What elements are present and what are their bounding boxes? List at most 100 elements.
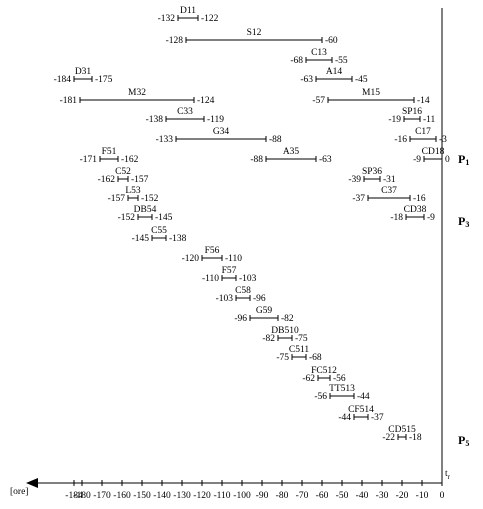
x-tick-label: -100 [233,491,251,501]
start-label: -39 [348,175,361,185]
phase-label-main: P [458,433,465,447]
x-tick-label: 0 [440,491,445,501]
task-name: CD38 [404,205,427,215]
corner-label: tr [445,469,451,480]
start-label: -63 [300,75,313,85]
x-tick-label: -120 [193,491,211,501]
phase-label-main: P [458,152,465,166]
task-name: C58 [235,286,251,296]
end-label: -45 [355,75,368,85]
start-label: -56 [314,392,327,402]
task-name: M15 [362,88,380,98]
start-label: -19 [388,115,401,125]
start-label: -9 [413,155,421,165]
task-name: D31 [75,67,92,77]
end-label: -16 [413,194,426,204]
end-label: -9 [427,213,435,223]
task-name: C17 [415,127,431,137]
x-tick-label: -170 [93,491,111,501]
task-name: F51 [102,147,117,157]
start-label: -103 [216,294,234,304]
end-label: -18 [409,433,422,443]
phase-label: P1 [458,152,469,167]
x-tick-label: -60 [316,491,329,501]
task-name: SP16 [402,107,422,117]
phase-label-sub: 1 [465,158,469,167]
end-label: 0 [445,155,450,165]
end-label: -119 [207,115,224,125]
end-label: -63 [319,155,332,165]
end-label: -11 [423,115,436,125]
start-label: -157 [108,194,126,204]
task-name: SP36 [362,167,382,177]
task-name: C13 [311,48,327,58]
task-name: M32 [128,88,146,98]
task-name: F57 [222,266,237,276]
task-name: C37 [381,186,397,196]
task-name: DB54 [134,205,157,215]
phase-label-main: P [458,214,465,228]
end-label: -68 [309,353,322,363]
x-tick-label: -130 [173,491,191,501]
end-label: -122 [201,14,219,24]
start-label: -37 [352,194,365,204]
phase-label-sub: 5 [465,439,469,448]
x-tick-label: -30 [376,491,389,501]
end-label: -37 [371,413,384,423]
start-label: -152 [118,213,136,223]
end-label: -175 [95,75,113,85]
start-label: -16 [394,135,407,145]
end-label: -96 [253,294,266,304]
start-label: -18 [390,213,403,223]
start-label: -62 [302,374,315,384]
task-name: S12 [247,28,262,38]
end-label: -152 [141,194,159,204]
end-label: -138 [169,234,187,244]
end-label: -56 [333,374,346,384]
task-name: CD515 [388,425,416,435]
task-name: G59 [256,306,273,316]
x-tick-label: -20 [396,491,409,501]
x-tick-label: -110 [213,491,230,501]
x-tick-label: -70 [296,491,309,501]
end-label: -82 [281,314,294,324]
end-label: -44 [357,392,370,402]
start-label: -133 [156,135,174,145]
start-label: -88 [250,155,263,165]
start-label: -68 [290,56,303,66]
start-label: -171 [80,155,98,165]
task-name: D11 [180,6,196,16]
start-label: -132 [158,14,176,24]
phase-label-sub: 3 [465,220,469,229]
x-tick-label: -180 [73,491,91,501]
start-label: -96 [234,314,247,324]
task-name: FC512 [311,366,337,376]
x-tick-label: -50 [336,491,349,501]
x-tick-label: -184 [65,491,83,501]
end-label: -145 [155,213,173,223]
phase-label: P5 [458,433,469,448]
task-name: L53 [125,186,141,196]
task-name: TT513 [329,384,355,394]
corner-label-main: t [445,469,448,479]
x-axis-label: [ore] [10,487,28,497]
start-label: -75 [276,353,289,363]
end-label: -60 [325,36,338,46]
task-name: F56 [205,246,220,256]
corner-label-sub: r [448,473,451,481]
start-label: -110 [202,274,219,284]
task-name: C511 [289,345,309,355]
start-label: -22 [382,433,395,443]
phase-label: P3 [458,214,469,229]
end-label: -3 [439,135,447,145]
task-name: C33 [177,107,193,117]
end-label: -75 [295,334,308,344]
start-label: -44 [338,413,351,423]
end-label: -110 [225,254,242,264]
end-label: -103 [239,274,257,284]
start-label: -181 [60,96,78,106]
end-label: -157 [131,175,149,185]
task-name: G34 [213,127,230,137]
